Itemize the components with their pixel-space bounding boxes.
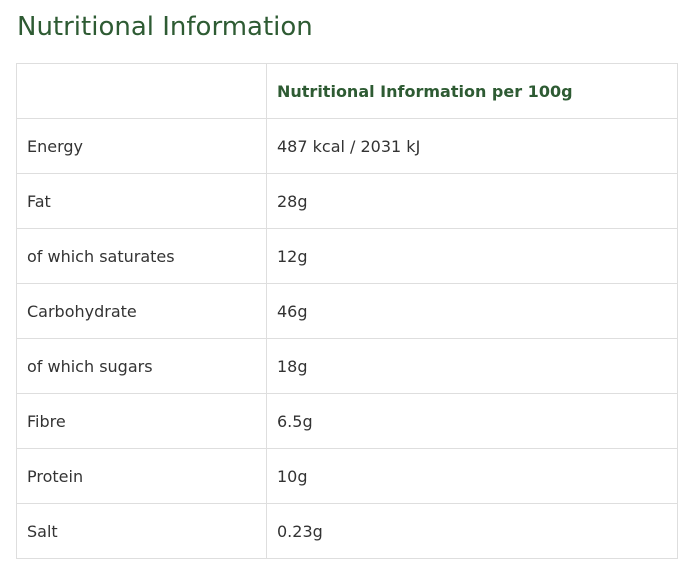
table-row: Protein 10g (16, 448, 678, 504)
nutrient-label: Fat (16, 173, 267, 229)
table-row: Fat 28g (16, 173, 678, 229)
nutrient-value: 0.23g (266, 503, 678, 559)
nutrient-value: 46g (266, 283, 678, 339)
table-row: Fibre 6.5g (16, 393, 678, 449)
nutrient-label: of which sugars (16, 338, 267, 394)
header-value-cell: Nutritional Information per 100g (266, 63, 678, 119)
table-header-row: Nutritional Information per 100g (16, 63, 678, 119)
nutrient-label: of which saturates (16, 228, 267, 284)
nutrient-value: 6.5g (266, 393, 678, 449)
nutrient-value: 28g (266, 173, 678, 229)
table-row: of which sugars 18g (16, 338, 678, 394)
nutrient-value: 10g (266, 448, 678, 504)
nutrient-value: 18g (266, 338, 678, 394)
table-row: of which saturates 12g (16, 228, 678, 284)
nutrient-label: Salt (16, 503, 267, 559)
nutrient-label: Energy (16, 118, 267, 174)
table-row: Salt 0.23g (16, 503, 678, 559)
page-title: Nutritional Information (17, 12, 313, 42)
nutrient-label: Fibre (16, 393, 267, 449)
nutrient-value: 487 kcal / 2031 kJ (266, 118, 678, 174)
table-row: Carbohydrate 46g (16, 283, 678, 339)
table-row: Energy 487 kcal / 2031 kJ (16, 118, 678, 174)
nutrition-table: Nutritional Information per 100g Energy … (16, 63, 678, 559)
nutrient-label: Carbohydrate (16, 283, 267, 339)
header-label-cell (16, 63, 267, 119)
nutrient-label: Protein (16, 448, 267, 504)
nutrient-value: 12g (266, 228, 678, 284)
